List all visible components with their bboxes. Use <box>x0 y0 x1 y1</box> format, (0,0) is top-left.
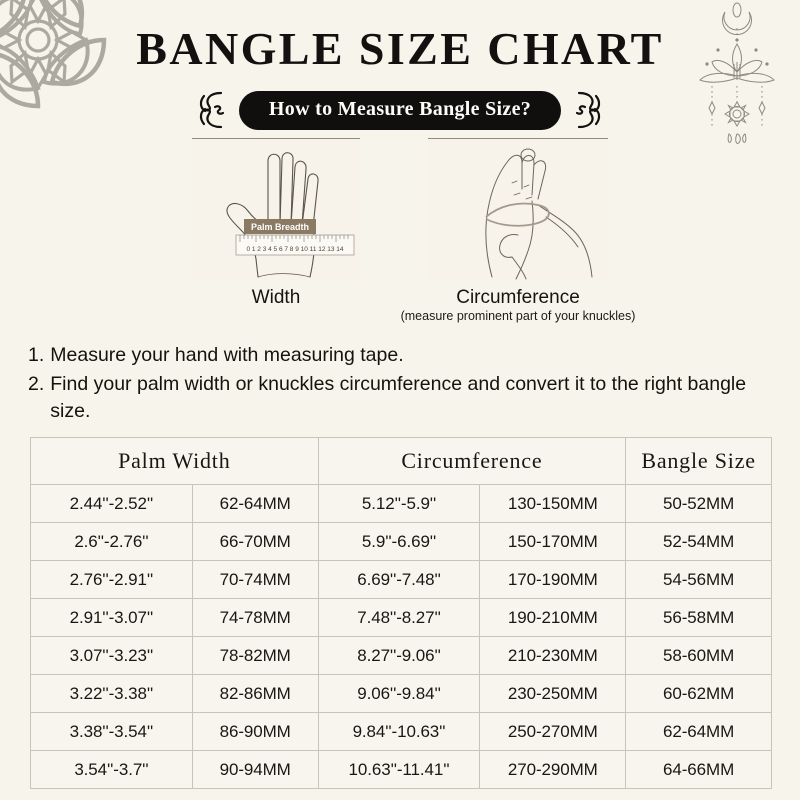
instruction-step: 2. Find your palm width or knuckles circ… <box>28 371 772 425</box>
cell-circumference-mm: 210-230MM <box>479 636 627 675</box>
cell-circumference-mm: 150-170MM <box>479 522 627 561</box>
cell-palm-width-in: 3.07''-3.23'' <box>30 636 193 675</box>
cell-palm-width-mm: 82-86MM <box>191 674 319 713</box>
step-number: 2. <box>28 372 45 395</box>
figure-circumference: Circumference (measure prominent part of… <box>401 138 635 323</box>
step-text: Find your palm width or knuckles circumf… <box>50 372 747 422</box>
cell-circumference-mm: 250-270MM <box>479 712 627 751</box>
instruction-steps: 1. Measure your hand with measuring tape… <box>28 342 772 427</box>
column-header-bangle-size: Bangle Size <box>625 437 772 485</box>
cell-circumference-in: 8.27''-9.06'' <box>317 636 481 675</box>
figure-caption-circumference: Circumference <box>456 287 580 308</box>
size-table: Palm Width Circumference Bangle Size 2.4… <box>30 437 772 789</box>
cell-bangle-size: 62-64MM <box>625 712 772 751</box>
cell-bangle-size: 64-66MM <box>625 750 772 789</box>
cell-circumference-mm: 170-190MM <box>479 560 627 599</box>
swirl-flourish-icon <box>199 91 225 129</box>
cell-palm-width-in: 2.91''-3.07'' <box>30 598 193 637</box>
table-row: 3.07''-3.23'' 78-82MM 8.27''-9.06'' 210-… <box>30 636 772 675</box>
swirl-flourish-icon <box>575 91 601 129</box>
cell-palm-width-in: 3.22''-3.38'' <box>30 674 193 713</box>
table-row: 3.54''-3.7'' 90-94MM 10.63''-11.41'' 270… <box>30 750 772 789</box>
cell-palm-width-in: 2.6''-2.76'' <box>30 522 193 561</box>
cell-palm-width-mm: 90-94MM <box>191 750 319 789</box>
cell-circumference-in: 6.69''-7.48'' <box>317 560 481 599</box>
cell-palm-width-in: 2.44''-2.52'' <box>30 484 193 523</box>
cell-bangle-size: 52-54MM <box>625 522 772 561</box>
cell-palm-width-in: 3.38''-3.54'' <box>30 712 193 751</box>
hand-palm-with-ruler-illustration: 0 1 2 3 4 5 6 7 8 9 10 11 12 13 14 Palm … <box>192 138 360 280</box>
banner-label: How to Measure Bangle Size? <box>238 90 562 130</box>
cell-bangle-size: 56-58MM <box>625 598 772 637</box>
table-row: 2.44''-2.52'' 62-64MM 5.12''-5.9'' 130-1… <box>30 484 772 523</box>
cell-circumference-in: 5.9''-6.69'' <box>317 522 481 561</box>
cell-circumference-mm: 270-290MM <box>479 750 627 789</box>
table-row: 3.22''-3.38'' 82-86MM 9.06''-9.84'' 230-… <box>30 674 772 713</box>
table-header-row: Palm Width Circumference Bangle Size <box>30 437 772 485</box>
cell-bangle-size: 58-60MM <box>625 636 772 675</box>
step-text: Measure your hand with measuring tape. <box>50 344 404 366</box>
figure-subcaption-circumference: (measure prominent part of your knuckles… <box>400 309 636 323</box>
figures-row: 0 1 2 3 4 5 6 7 8 9 10 11 12 13 14 Palm … <box>0 138 800 323</box>
cell-palm-width-in: 3.54''-3.7'' <box>30 750 193 789</box>
cell-circumference-in: 10.63''-11.41'' <box>317 750 481 789</box>
banner-row: How to Measure Bangle Size? <box>0 88 800 132</box>
table-row: 3.38''-3.54'' 86-90MM 9.84''-10.63'' 250… <box>30 712 772 751</box>
page-title: BANGLE SIZE CHART <box>136 23 664 74</box>
cell-bangle-size: 60-62MM <box>625 674 772 713</box>
step-number: 1. <box>28 344 45 366</box>
ruler-label: Palm Breadth <box>251 222 309 232</box>
cell-circumference-in: 9.84''-10.63'' <box>317 712 481 751</box>
cell-palm-width-mm: 70-74MM <box>191 560 319 599</box>
cell-circumference-mm: 190-210MM <box>479 598 627 637</box>
cell-palm-width-mm: 74-78MM <box>191 598 319 637</box>
cell-palm-width-mm: 66-70MM <box>191 522 319 561</box>
column-header-circumference: Circumference <box>317 437 627 485</box>
cell-circumference-in: 7.48''-8.27'' <box>317 598 481 637</box>
column-header-palm-width: Palm Width <box>30 437 319 485</box>
cell-circumference-in: 5.12''-5.9'' <box>317 484 481 523</box>
cell-circumference-mm: 230-250MM <box>479 674 627 713</box>
cell-palm-width-mm: 86-90MM <box>191 712 319 751</box>
table-row: 2.76''-2.91'' 70-74MM 6.69''-7.48'' 170-… <box>30 560 772 599</box>
cell-bangle-size: 50-52MM <box>625 484 772 523</box>
cell-circumference-mm: 130-150MM <box>479 484 627 523</box>
cell-bangle-size: 54-56MM <box>625 560 772 599</box>
figure-caption-width: Width <box>251 287 301 308</box>
instruction-step: 1. Measure your hand with measuring tape… <box>28 342 772 369</box>
table-row: 2.91''-3.07'' 74-78MM 7.48''-8.27'' 190-… <box>30 598 772 637</box>
cell-palm-width-mm: 78-82MM <box>191 636 319 675</box>
ruler-tick-numbers: 0 1 2 3 4 5 6 7 8 9 10 11 12 13 14 <box>246 246 343 253</box>
cell-circumference-in: 9.06''-9.84'' <box>317 674 481 713</box>
figure-width: 0 1 2 3 4 5 6 7 8 9 10 11 12 13 14 Palm … <box>192 138 360 309</box>
hand-knuckles-with-tape-illustration <box>428 138 608 280</box>
table-row: 2.6''-2.76'' 66-70MM 5.9''-6.69'' 150-17… <box>30 522 772 561</box>
cell-palm-width-in: 2.76''-2.91'' <box>30 560 193 599</box>
cell-palm-width-mm: 62-64MM <box>191 484 319 523</box>
